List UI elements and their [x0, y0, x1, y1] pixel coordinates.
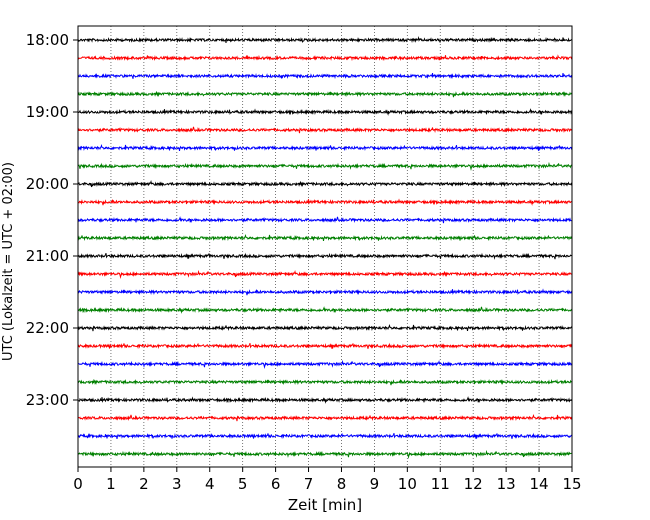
y-tick-label: 18:00: [26, 31, 69, 49]
x-tick-label: 6: [271, 475, 281, 493]
x-tick-label: 3: [172, 475, 182, 493]
trace-1915: [77, 126, 573, 134]
trace-2200: [77, 323, 573, 332]
trace-2015: [77, 198, 573, 206]
x-tick-label: 11: [431, 475, 450, 493]
x-tick-label: 8: [337, 475, 347, 493]
y-axis-label: UTC (Lokalzeit = UTC + 02:00): [1, 162, 16, 361]
x-tick-label: 15: [562, 475, 581, 493]
x-tick-label: 1: [106, 475, 116, 493]
trace-2315: [77, 413, 573, 422]
trace-2345: [77, 449, 573, 459]
y-axis: 18:00 19:00 20:00 21:00 22:00 23:00: [26, 31, 78, 409]
y-tick-label: 20:00: [26, 175, 69, 193]
trace-2115: [77, 269, 573, 279]
x-axis: 0 1 2 3 4 5 6 7 8 9 10 11 12 13 14 15: [73, 467, 582, 493]
trace-2230: [77, 359, 573, 369]
trace-1815: [77, 54, 573, 62]
trace-1845: [77, 90, 573, 98]
x-tick-label: 2: [139, 475, 149, 493]
y-tick-label: 23:00: [26, 391, 69, 409]
trace-2300: [77, 396, 573, 404]
x-tick-label: 5: [238, 475, 248, 493]
trace-1800: [77, 35, 573, 44]
x-tick-label: 12: [464, 475, 483, 493]
trace-group: [77, 35, 573, 459]
trace-2030: [77, 216, 573, 224]
trace-2100: [77, 252, 573, 260]
x-tick-label: 4: [205, 475, 215, 493]
trace-1945: [77, 161, 573, 171]
trace-2215: [77, 342, 573, 350]
y-tick-label: 19:00: [26, 103, 69, 121]
trace-2130: [77, 288, 573, 296]
x-axis-label: Zeit [min]: [288, 496, 362, 514]
x-tick-label: 13: [497, 475, 516, 493]
x-tick-label: 7: [304, 475, 314, 493]
trace-2245: [77, 378, 573, 386]
trace-2000: [77, 180, 573, 188]
trace-1930: [77, 143, 573, 152]
x-tick-label: 9: [370, 475, 380, 493]
y-tick-label: 22:00: [26, 319, 69, 337]
trace-2330: [77, 432, 573, 440]
trace-1900: [77, 108, 573, 116]
trace-2145: [77, 306, 573, 314]
x-tick-label: 14: [530, 475, 549, 493]
trace-1830: [77, 72, 573, 80]
trace-2045: [77, 233, 573, 242]
plot-frame: [77, 25, 573, 468]
y-tick-label: 21:00: [26, 247, 69, 265]
x-tick-label: 10: [398, 475, 417, 493]
x-tick-label: 0: [73, 475, 83, 493]
